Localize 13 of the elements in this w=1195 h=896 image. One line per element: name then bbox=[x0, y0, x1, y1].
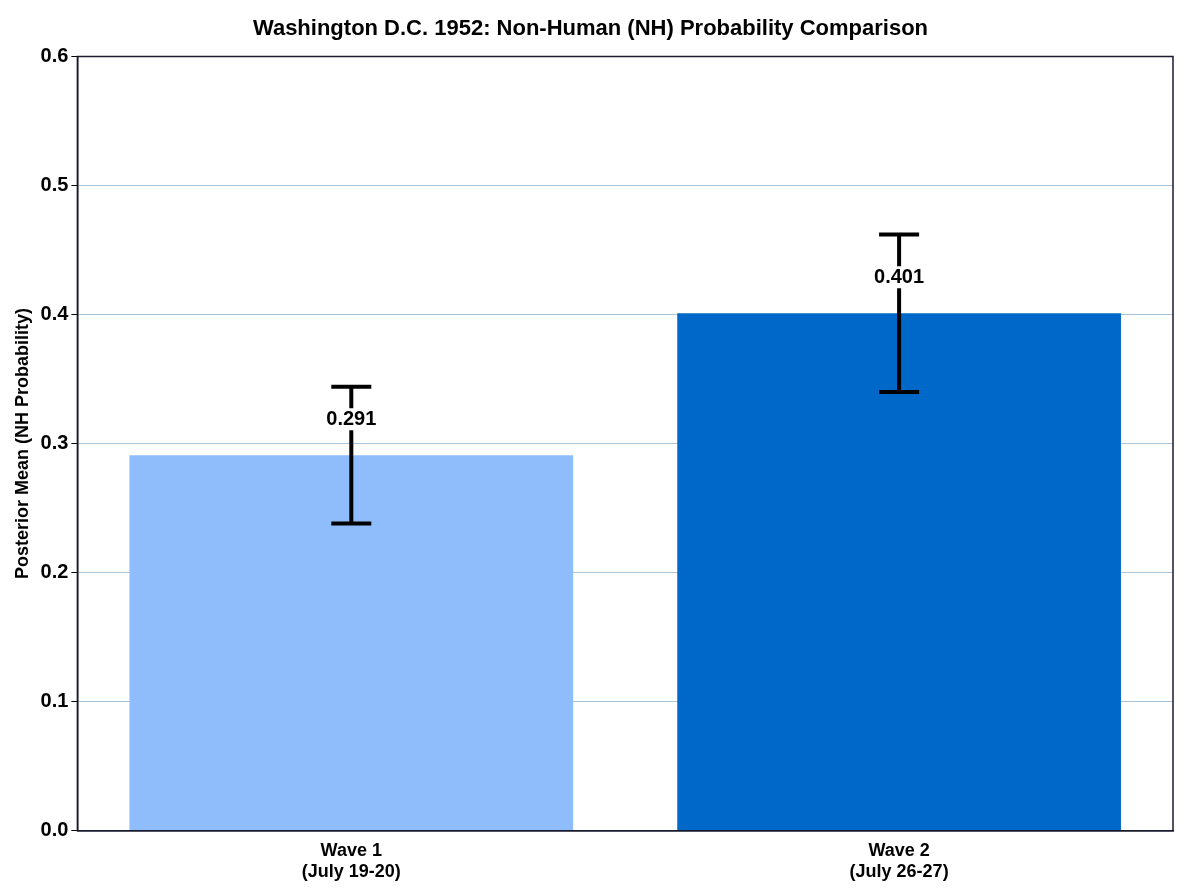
chart-title: Washington D.C. 1952: Non-Human (NH) Probability Comparison bbox=[252, 15, 929, 41]
y-tick-label: 0.0 bbox=[40, 818, 69, 841]
x-tick-label: Wave 2 (July 26-27) bbox=[849, 839, 949, 882]
y-tick-label: 0.5 bbox=[40, 172, 69, 195]
data-label: 0.291 bbox=[326, 406, 377, 429]
y-axis-title: Posterior Mean (NH Probability) bbox=[11, 308, 32, 580]
y-tick-label: 0.3 bbox=[40, 431, 69, 454]
x-tick-label: Wave 1 (July 19-20) bbox=[301, 839, 401, 882]
data-label: 0.401 bbox=[874, 264, 925, 287]
y-tick-label: 0.1 bbox=[40, 689, 69, 712]
y-tick-label: 0.2 bbox=[40, 560, 69, 583]
y-tick-label: 0.6 bbox=[40, 43, 69, 66]
y-tick-label: 0.4 bbox=[40, 302, 70, 325]
